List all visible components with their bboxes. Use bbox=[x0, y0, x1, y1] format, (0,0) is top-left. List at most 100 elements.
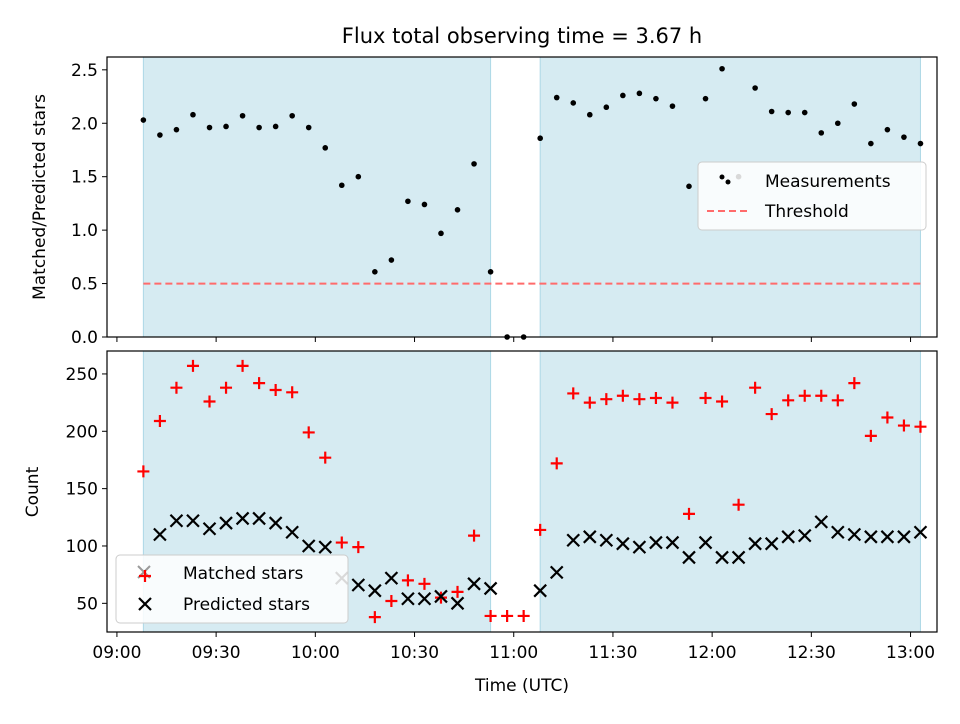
predicted-star-point bbox=[450, 596, 465, 611]
matched-star-point bbox=[649, 392, 662, 405]
measurement-point bbox=[752, 85, 758, 91]
predicted-star-point bbox=[764, 536, 779, 551]
measurement-point bbox=[818, 130, 825, 136]
top-y-tick-label: 1.5 bbox=[71, 168, 98, 188]
measurement-point bbox=[338, 182, 345, 189]
measurement-point bbox=[421, 201, 428, 208]
measurement-point bbox=[586, 111, 593, 118]
bottom-predicted-layer bbox=[153, 511, 928, 611]
matched-star-point bbox=[501, 609, 514, 622]
matched-star-point bbox=[153, 414, 166, 427]
bottom-x-tick-label: 12:00 bbox=[688, 643, 737, 663]
predicted-star-point bbox=[864, 530, 878, 544]
matched-star-point bbox=[335, 536, 348, 549]
predicted-star-point bbox=[384, 571, 399, 585]
top-y-axis-label: Matched/Predicted stars bbox=[30, 94, 50, 300]
predicted-star-point bbox=[186, 513, 200, 528]
matched-star-point bbox=[682, 507, 695, 520]
bottom-x-tick-label: 11:00 bbox=[489, 643, 538, 663]
legend-measurements-marker bbox=[725, 179, 731, 185]
predicted-star-point bbox=[219, 516, 233, 530]
legend-matched-label: Matched stars bbox=[183, 564, 303, 584]
predicted-star-point bbox=[351, 578, 366, 592]
measurement-point bbox=[322, 145, 329, 151]
measurement-point bbox=[454, 207, 461, 213]
predicted-star-point bbox=[731, 550, 746, 565]
top-y-tick-label: 0.5 bbox=[71, 275, 98, 295]
measurement-point bbox=[537, 135, 543, 142]
predicted-star-point bbox=[566, 533, 581, 548]
bottom-x-tick-label: 10:00 bbox=[291, 643, 340, 663]
measurement-point bbox=[239, 112, 246, 119]
predicted-star-point bbox=[880, 530, 895, 544]
bottom-y-axis-label: Count bbox=[23, 466, 43, 517]
top-points-layer bbox=[140, 65, 924, 340]
measurement-point bbox=[190, 111, 196, 118]
measurement-point bbox=[372, 269, 378, 275]
matched-star-point bbox=[600, 393, 613, 406]
bottom-x-tick-label: 09:00 bbox=[92, 643, 141, 663]
matched-star-point bbox=[914, 420, 927, 433]
measurement-point bbox=[768, 108, 775, 115]
bottom-y-tick-label: 100 bbox=[66, 537, 98, 557]
predicted-star-point bbox=[665, 535, 680, 550]
measurement-point bbox=[636, 90, 643, 97]
matched-star-point bbox=[468, 529, 481, 542]
matched-star-point bbox=[385, 595, 398, 608]
predicted-star-point bbox=[781, 530, 795, 544]
predicted-star-point bbox=[467, 577, 481, 591]
matched-star-point bbox=[286, 386, 299, 399]
measurement-point bbox=[620, 92, 626, 99]
predicted-star-point bbox=[153, 527, 167, 542]
matched-star-point bbox=[253, 377, 266, 390]
top-y-tick-label: 0.0 bbox=[71, 328, 98, 348]
predicted-star-point bbox=[748, 536, 762, 551]
measurement-point bbox=[471, 161, 477, 167]
bottom-x-ticks: 09:00 09:30 10:00 10:30 11:00 11:30 12:00 12:30… bbox=[92, 632, 935, 663]
matched-star-point bbox=[848, 377, 861, 390]
measurement-point bbox=[801, 109, 808, 116]
predicted-star-point bbox=[649, 535, 663, 550]
measurement-point bbox=[851, 101, 858, 107]
matched-star-point bbox=[302, 426, 315, 439]
predicted-star-point bbox=[235, 511, 250, 526]
matched-star-point bbox=[616, 389, 629, 402]
matched-star-point bbox=[319, 451, 332, 464]
matched-star-point bbox=[699, 392, 712, 405]
bottom-x-tick-label: 13:00 bbox=[886, 643, 935, 663]
predicted-star-point bbox=[814, 515, 829, 529]
matched-star-point bbox=[749, 381, 762, 394]
top-y-ticks: 0.0 0.5 1.0 1.5 2.0 2.5 bbox=[71, 61, 107, 348]
predicted-star-point bbox=[797, 528, 812, 543]
matched-star-point bbox=[583, 396, 596, 409]
predicted-star-point bbox=[268, 516, 283, 530]
matched-star-point bbox=[451, 585, 464, 598]
matched-star-point bbox=[831, 394, 844, 407]
top-y-tick-label: 2.0 bbox=[71, 114, 98, 134]
measurement-point bbox=[388, 257, 395, 263]
bottom-legend: Matched stars Predicted stars bbox=[115, 554, 349, 624]
measurement-point bbox=[305, 124, 312, 131]
bottom-y-tick-label: 200 bbox=[66, 422, 98, 442]
matched-star-point bbox=[352, 541, 365, 554]
predicted-star-point bbox=[847, 527, 862, 542]
matched-star-point bbox=[881, 411, 894, 424]
matched-star-point bbox=[716, 395, 729, 408]
bottom-shaded-span bbox=[539, 350, 921, 633]
legend-threshold-label: Threshold bbox=[764, 202, 849, 222]
matched-star-point bbox=[517, 609, 530, 622]
predicted-star-point bbox=[682, 550, 696, 565]
predicted-star-point bbox=[897, 530, 911, 544]
top-legend: Measurements Threshold bbox=[697, 161, 927, 231]
measurement-point bbox=[487, 269, 494, 275]
predicted-star-point bbox=[715, 550, 729, 565]
bottom-panel: 50 100 150 200 250 09:00 09:30 10:00 10:30 11:00… bbox=[23, 350, 938, 696]
predicted-star-point bbox=[417, 591, 432, 606]
bottom-y-tick-label: 250 bbox=[66, 365, 98, 385]
bottom-x-tick-label: 09:30 bbox=[192, 643, 241, 663]
bottom-legend-box bbox=[115, 554, 349, 624]
measurement-point bbox=[570, 100, 577, 106]
bottom-shaded-spans bbox=[142, 350, 921, 633]
measurement-point bbox=[256, 124, 262, 131]
